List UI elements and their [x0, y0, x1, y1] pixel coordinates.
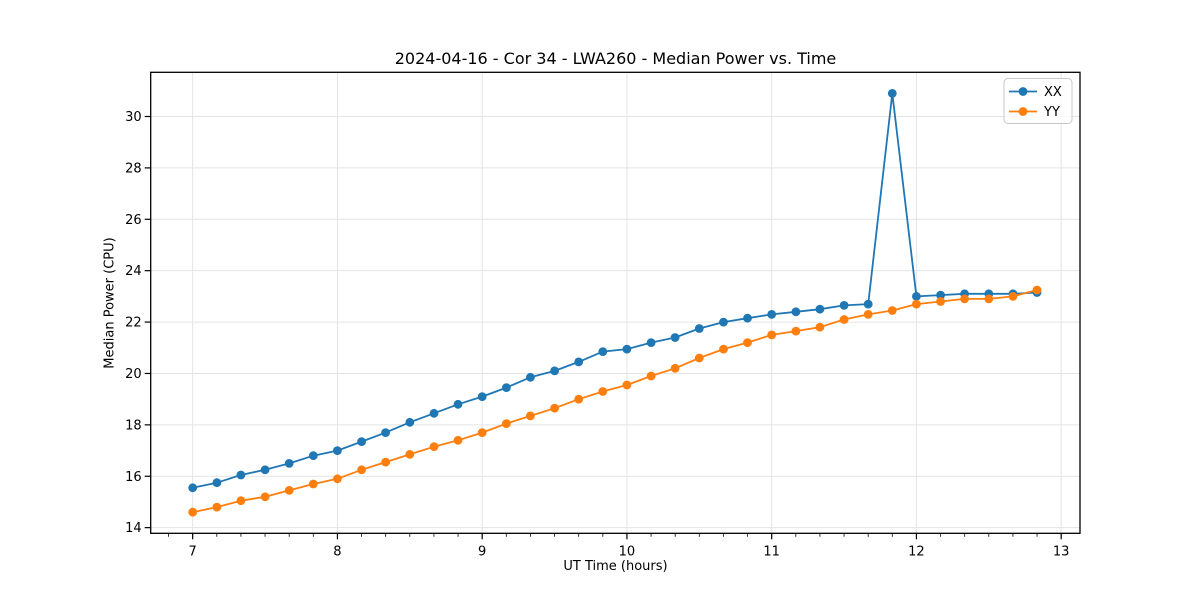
- data-point-marker-XX: [887, 89, 897, 98]
- data-point-marker-YY: [936, 297, 945, 306]
- data-point-marker-YY: [284, 486, 294, 495]
- data-point-marker-YY: [1032, 285, 1042, 295]
- x-tick-label: 9: [478, 544, 486, 559]
- data-point-marker-XX: [381, 428, 390, 437]
- y-tick-label: 28: [125, 161, 142, 176]
- data-point-marker-XX: [236, 470, 246, 480]
- y-tick-label: 16: [125, 470, 142, 485]
- data-point-marker-YY: [646, 371, 656, 381]
- data-point-marker-YY: [598, 387, 608, 396]
- data-point-marker-YY: [670, 363, 680, 373]
- data-point-marker-YY: [887, 306, 897, 315]
- y-tick-label: 18: [125, 418, 142, 433]
- data-point-marker-XX: [815, 304, 825, 314]
- y-tick-label: 24: [125, 264, 142, 279]
- data-point-marker-XX: [188, 483, 198, 493]
- data-point-marker-XX: [598, 347, 608, 356]
- x-tick-label: 10: [619, 544, 636, 559]
- data-point-marker-YY: [743, 338, 752, 347]
- legend-marker: [1018, 107, 1028, 116]
- data-point-marker-XX: [791, 307, 801, 317]
- y-tick-label: 26: [125, 213, 142, 228]
- data-point-marker-YY: [308, 479, 318, 489]
- data-point-marker-XX: [863, 299, 873, 309]
- data-point-marker-YY: [405, 450, 415, 459]
- data-point-marker-XX: [550, 366, 559, 376]
- plot-border: [150, 71, 1081, 534]
- data-point-marker-YY: [622, 380, 632, 390]
- y-tick-label: 22: [125, 316, 142, 331]
- data-point-marker-XX: [308, 451, 318, 461]
- data-point-marker-YY: [502, 419, 511, 428]
- data-point-marker-YY: [381, 457, 390, 467]
- data-point-marker-YY: [212, 502, 222, 512]
- data-point-marker-XX: [646, 338, 656, 347]
- data-point-marker-YY: [960, 294, 969, 304]
- data-point-marker-YY: [574, 394, 584, 404]
- data-point-marker-YY: [357, 465, 366, 475]
- data-point-marker-YY: [477, 428, 487, 437]
- data-point-marker-XX: [333, 446, 342, 455]
- data-point-marker-XX: [670, 333, 680, 342]
- y-tick-label: 14: [125, 521, 142, 536]
- legend-marker: [1018, 87, 1028, 96]
- data-point-marker-YY: [453, 435, 463, 445]
- y-tick-label: 30: [125, 110, 142, 125]
- legend-label-YY: YY: [1043, 105, 1060, 120]
- data-point-marker-XX: [429, 408, 439, 418]
- data-point-marker-YY: [333, 474, 342, 484]
- data-point-marker-XX: [574, 357, 584, 367]
- data-point-marker-YY: [260, 492, 270, 502]
- data-point-marker-YY: [912, 299, 921, 309]
- data-point-marker-XX: [405, 417, 415, 427]
- data-point-marker-XX: [453, 399, 463, 409]
- data-point-marker-XX: [212, 478, 222, 488]
- data-point-marker-YY: [863, 310, 873, 319]
- data-point-marker-XX: [502, 383, 511, 392]
- data-point-marker-YY: [767, 330, 777, 340]
- data-point-marker-XX: [357, 437, 366, 446]
- data-point-marker-YY: [188, 507, 198, 517]
- data-point-marker-YY: [839, 315, 849, 324]
- data-point-marker-YY: [526, 411, 535, 421]
- data-point-marker-XX: [526, 372, 535, 382]
- data-point-marker-YY: [550, 403, 559, 413]
- data-point-marker-YY: [815, 322, 825, 332]
- data-point-marker-YY: [694, 353, 704, 363]
- x-tick-label: 7: [189, 544, 197, 559]
- data-point-marker-YY: [791, 326, 801, 336]
- y-tick-label: 20: [125, 367, 142, 382]
- data-point-marker-YY: [429, 442, 439, 452]
- data-point-marker-YY: [1008, 292, 1018, 301]
- x-tick-label: 12: [908, 544, 925, 559]
- data-point-marker-YY: [719, 344, 728, 354]
- data-point-marker-XX: [694, 324, 704, 333]
- data-point-marker-XX: [743, 313, 752, 323]
- x-tick-label: 11: [763, 544, 780, 559]
- data-point-marker-XX: [912, 292, 921, 301]
- series-line-YY: [192, 289, 1038, 514]
- x-tick-label: 13: [1053, 544, 1070, 559]
- data-point-marker-YY: [984, 294, 994, 304]
- data-point-marker-XX: [839, 301, 849, 310]
- data-point-marker-XX: [767, 310, 777, 319]
- data-point-marker-XX: [477, 392, 487, 401]
- series-line-XX: [192, 92, 1038, 489]
- legend-label-XX: XX: [1044, 85, 1062, 100]
- x-tick-label: 8: [333, 544, 341, 559]
- data-point-marker-XX: [719, 317, 728, 327]
- data-point-marker-XX: [936, 290, 945, 300]
- data-point-marker-XX: [284, 459, 294, 468]
- data-point-marker-XX: [622, 344, 632, 354]
- data-point-marker-YY: [236, 496, 246, 506]
- data-point-marker-XX: [260, 465, 270, 475]
